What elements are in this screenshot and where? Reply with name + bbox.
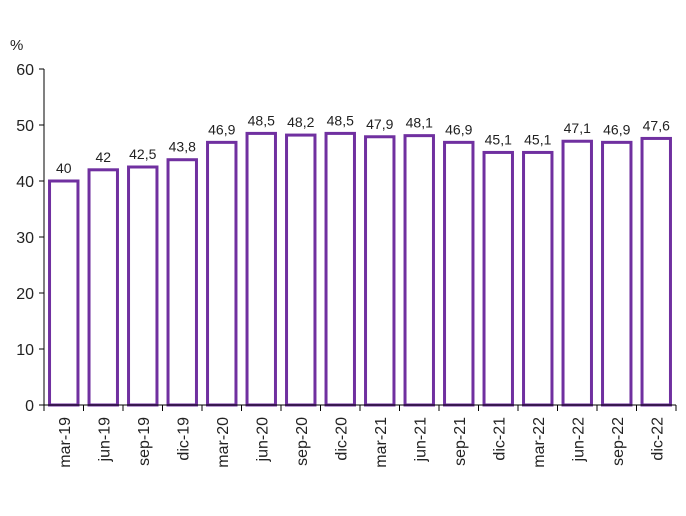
x-tick-label: dic-21 bbox=[491, 417, 508, 461]
bar bbox=[206, 140, 238, 407]
bar bbox=[364, 135, 396, 407]
x-axis: mar-19 jun-19 sep-19 dic-19 mar-20 jun-20 sep-… bbox=[43, 404, 677, 468]
data-label: 40 bbox=[56, 160, 72, 176]
data-label: 48,5 bbox=[248, 112, 275, 128]
x-tick-label: sep-19 bbox=[136, 417, 153, 466]
bar bbox=[443, 140, 475, 407]
bar bbox=[522, 150, 554, 407]
y-tick-label: 60 bbox=[16, 62, 34, 79]
data-label: 45,1 bbox=[524, 131, 551, 147]
data-label: 42 bbox=[95, 149, 111, 165]
bar bbox=[127, 165, 159, 407]
bar bbox=[48, 179, 80, 407]
bar bbox=[285, 133, 317, 407]
bar bbox=[403, 134, 435, 407]
data-label: 46,9 bbox=[445, 121, 472, 137]
x-tick-label: dic-19 bbox=[175, 417, 192, 461]
data-label: 48,2 bbox=[287, 114, 314, 130]
x-tick-label: mar-22 bbox=[531, 417, 548, 468]
x-tick-label: sep-20 bbox=[294, 417, 311, 466]
bar bbox=[601, 140, 633, 407]
data-label: 42,5 bbox=[129, 146, 156, 162]
x-tick-label: jun-19 bbox=[96, 417, 113, 463]
data-label: 48,5 bbox=[327, 112, 354, 128]
y-tick-label: 50 bbox=[16, 118, 34, 135]
y-tick-label: 0 bbox=[25, 398, 34, 415]
x-tick-label: mar-21 bbox=[373, 417, 390, 468]
data-label: 45,1 bbox=[485, 131, 512, 147]
x-tick-label: jun-22 bbox=[570, 417, 587, 463]
data-label: 43,8 bbox=[169, 139, 196, 155]
bar bbox=[87, 168, 119, 407]
y-tick-label: 20 bbox=[16, 286, 34, 303]
y-tick-label: 40 bbox=[16, 174, 34, 191]
data-label: 47,1 bbox=[564, 120, 591, 136]
y-unit-label: % bbox=[10, 37, 23, 54]
data-label: 46,9 bbox=[208, 121, 235, 137]
y-axis: 0 10 20 30 40 50 60 bbox=[16, 62, 45, 415]
bar bbox=[561, 139, 593, 407]
bars: 40 42 42,5 43,8 46,9 48,5 48,2 48,5 47,9 48,1 46,9… bbox=[48, 112, 672, 407]
x-tick-label: jun-20 bbox=[254, 417, 271, 463]
bar bbox=[166, 158, 198, 407]
y-tick-label: 30 bbox=[16, 230, 34, 247]
x-tick-label: sep-22 bbox=[610, 417, 627, 466]
bar bbox=[324, 131, 356, 407]
x-tick-label: jun-21 bbox=[412, 417, 429, 463]
bar bbox=[482, 150, 514, 407]
x-tick-label: mar-19 bbox=[57, 417, 74, 468]
data-label: 48,1 bbox=[406, 115, 433, 131]
y-tick-label: 10 bbox=[16, 342, 34, 359]
data-label: 47,6 bbox=[643, 117, 670, 133]
bar bbox=[640, 136, 672, 407]
bar bbox=[245, 131, 277, 407]
x-tick-label: sep-21 bbox=[452, 417, 469, 466]
x-tick-label: mar-20 bbox=[215, 417, 232, 468]
x-tick-label: dic-22 bbox=[649, 417, 666, 461]
x-tick-label: dic-20 bbox=[333, 417, 350, 461]
data-label: 47,9 bbox=[366, 116, 393, 132]
data-label: 46,9 bbox=[603, 121, 630, 137]
